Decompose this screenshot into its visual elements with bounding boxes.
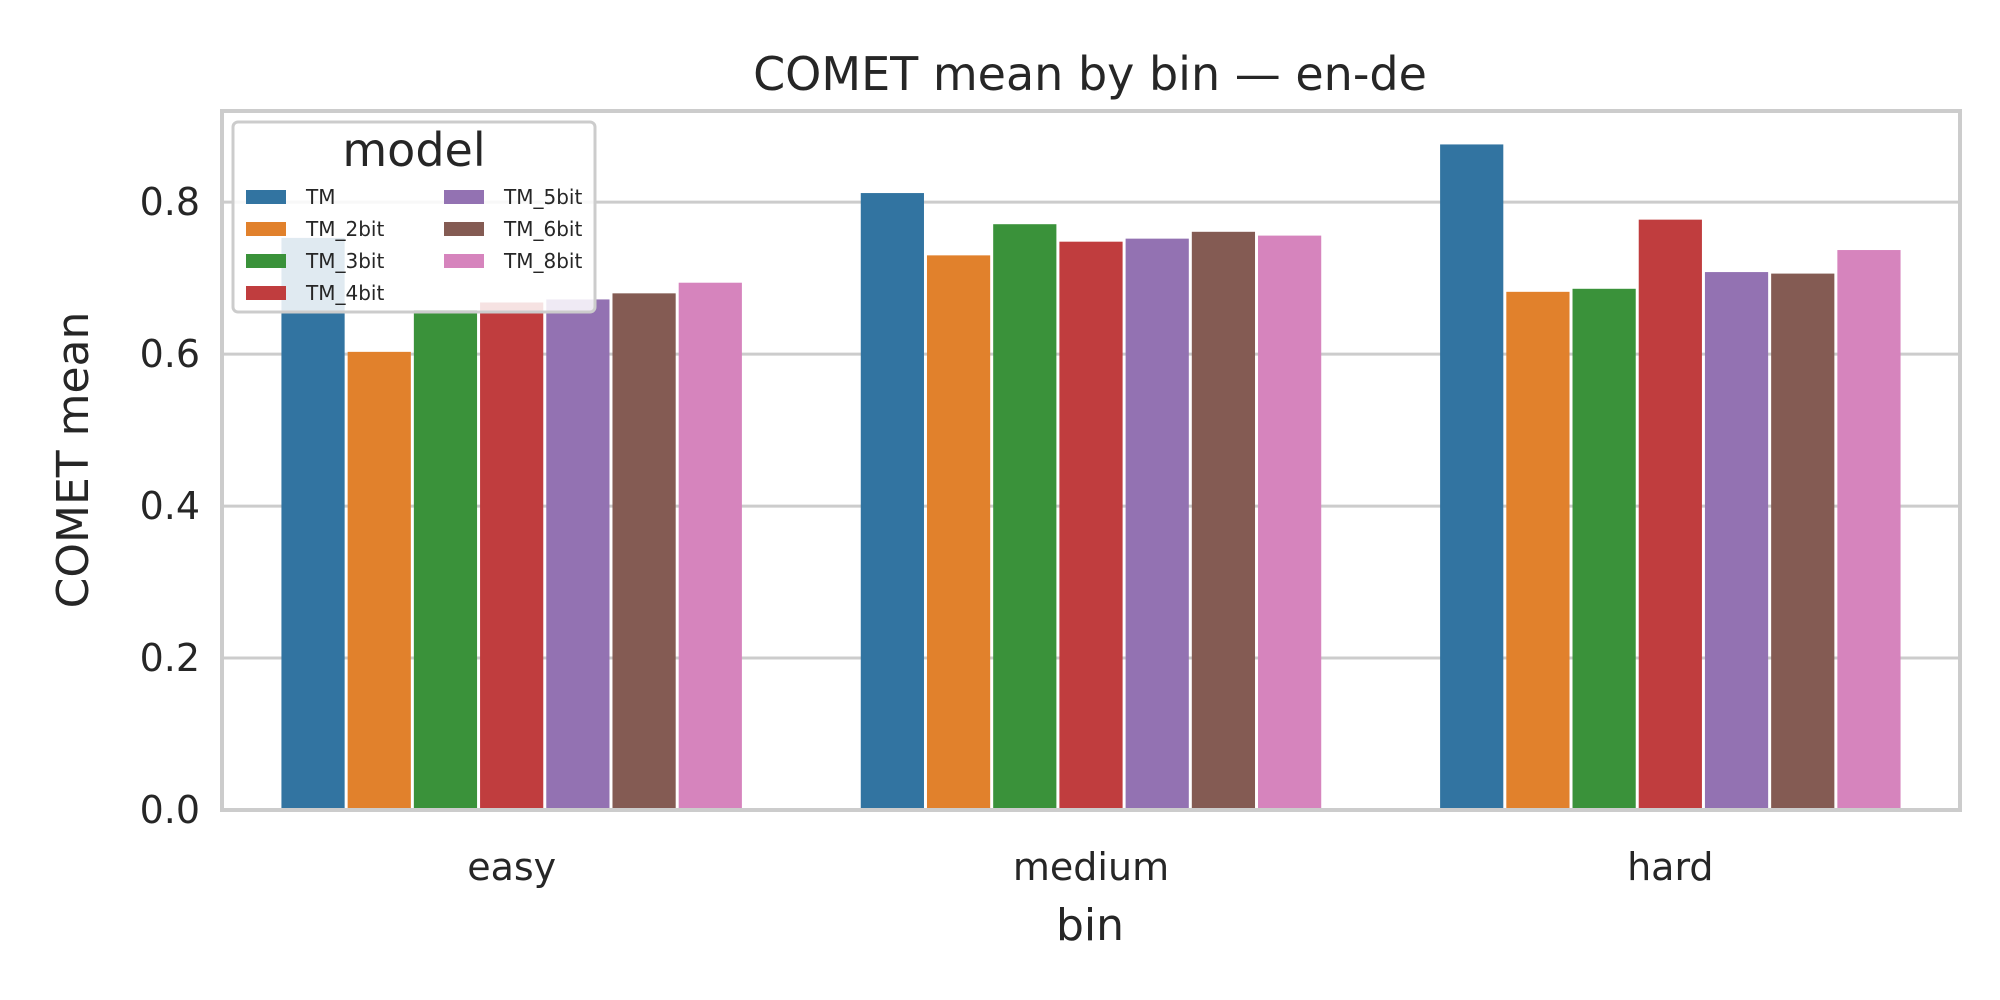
legend-title: model — [342, 123, 485, 177]
legend-label-tm: TM — [305, 185, 335, 209]
legend: model TM TM_2bit TM_3bit TM_4bit TM_5bit TM_6… — [231, 120, 597, 314]
bar-tm-easy — [281, 237, 345, 811]
plot-frame — [220, 109, 1962, 812]
x-tick-label-easy: easy — [467, 845, 556, 889]
legend-label-tm-3bit: TM_3bit — [305, 249, 384, 273]
bar-tm-5bit-medium — [1125, 238, 1189, 810]
legend-swatch-tm-8bit — [444, 254, 484, 268]
legend-label-tm-8bit: TM_8bit — [503, 249, 582, 273]
bar-tm-3bit-medium — [993, 224, 1057, 810]
legend-swatch-tm-2bit — [246, 222, 286, 236]
y-tick-label: 0.8 — [140, 180, 200, 224]
y-axis-label: COMET mean — [48, 312, 99, 609]
y-tick-label: 0.6 — [140, 332, 200, 376]
x-tick-label-hard: hard — [1627, 845, 1713, 889]
x-tick-label-medium: medium — [1013, 845, 1169, 889]
chart-title: COMET mean by bin — en-de — [753, 47, 1427, 101]
bar-tm-medium — [860, 193, 924, 810]
bars-layer — [281, 144, 1901, 811]
x-tick-labels: easy medium hard — [467, 845, 1713, 889]
y-tick-labels: 0.0 0.2 0.4 0.6 0.8 — [140, 180, 200, 832]
y-tick-label: 0.2 — [140, 636, 200, 680]
legend-box — [231, 120, 597, 314]
y-tick-label: 0.4 — [140, 484, 200, 528]
legend-swatch-tm-4bit — [246, 286, 286, 300]
bar-tm-hard — [1440, 144, 1504, 811]
bar-tm-6bit-easy — [612, 293, 676, 810]
bar-tm-2bit-medium — [926, 255, 991, 810]
legend-swatch-tm-3bit — [246, 254, 286, 268]
y-tick-label: 0.0 — [140, 788, 200, 832]
legend-swatch-tm — [246, 190, 286, 204]
bar-tm-4bit-medium — [1059, 241, 1123, 810]
bar-tm-8bit-easy — [678, 282, 742, 810]
legend-label-tm-6bit: TM_6bit — [503, 217, 582, 241]
legend-swatch-tm-6bit — [444, 222, 484, 236]
bar-tm-8bit-medium — [1258, 235, 1322, 810]
legend-entries: TM TM_2bit TM_3bit TM_4bit TM_5bit TM_6bit TM_… — [246, 185, 582, 305]
bar-tm-3bit-hard — [1572, 288, 1636, 810]
bar-tm-2bit-hard — [1506, 291, 1570, 810]
legend-label-tm-4bit: TM_4bit — [305, 281, 384, 305]
legend-label-tm-2bit: TM_2bit — [305, 217, 384, 241]
bar-tm-6bit-medium — [1191, 231, 1256, 811]
bar-tm-8bit-hard — [1837, 250, 1901, 810]
bar-tm-3bit-easy — [413, 310, 478, 810]
bar-tm-5bit-easy — [546, 299, 610, 810]
legend-label-tm-5bit: TM_5bit — [503, 185, 582, 209]
legend-swatch-tm-5bit — [444, 190, 484, 204]
bar-tm-2bit-easy — [347, 351, 411, 810]
bar-tm-4bit-hard — [1638, 219, 1702, 810]
bar-tm-5bit-hard — [1704, 272, 1769, 810]
x-axis-label: bin — [1056, 900, 1124, 951]
bar-tm-6bit-hard — [1771, 273, 1835, 810]
bar-tm-4bit-easy — [480, 302, 544, 810]
